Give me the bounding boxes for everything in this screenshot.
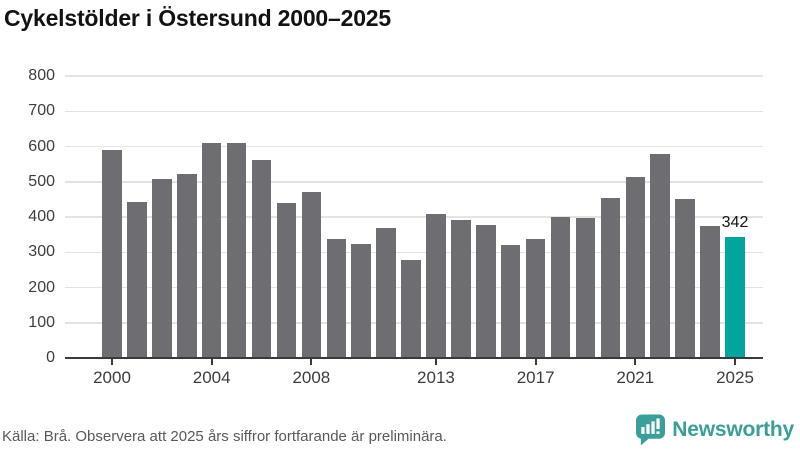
source-note: Källa: Brå. Observera att 2025 års siffr… [2, 428, 447, 445]
bar-2024 [700, 225, 720, 358]
bar-2003 [177, 174, 197, 358]
bar-2000 [102, 150, 122, 358]
x-tick-2013 [434, 359, 437, 365]
bar-2013 [426, 213, 446, 358]
x-axis-label-2008: 2008 [292, 368, 331, 387]
x-axis-label-2004: 2004 [192, 368, 231, 387]
bar-2007 [276, 202, 297, 358]
newsworthy-logo: Newsworthy [636, 414, 794, 446]
bar-2004 [201, 142, 222, 358]
x-tick-2025 [734, 359, 736, 365]
bar-2005 [226, 142, 247, 358]
highlight-value-label: 342 [721, 214, 749, 232]
newsworthy-speech-bubble-bar-chart-icon [636, 414, 666, 446]
chart-title: Cykelstölder i Östersund 2000–2025 [4, 5, 391, 31]
x-axis-label-2000: 2000 [93, 368, 131, 387]
bar-2006 [251, 159, 272, 358]
y-axis-label-0: 0 [46, 349, 55, 366]
bar-2012 [401, 259, 421, 358]
bar-2002 [152, 179, 172, 358]
bar-2008 [301, 192, 322, 358]
y-axis-label-200: 200 [28, 278, 55, 296]
bar-2021 [625, 177, 646, 358]
bar-2001 [127, 201, 147, 358]
x-tick-2021 [634, 359, 637, 365]
x-tick-2000 [111, 359, 113, 365]
x-axis-line [65, 357, 763, 359]
x-tick-2017 [534, 359, 537, 365]
gridline-500 [65, 181, 763, 183]
bar-2025 [725, 237, 745, 358]
x-tick-2008 [310, 359, 313, 365]
bar-2018 [550, 217, 571, 358]
bar-2011 [376, 227, 396, 358]
bar-2017 [525, 238, 546, 358]
y-axis-label-700: 700 [28, 102, 55, 120]
newsworthy-wordmark: Newsworthy [672, 418, 794, 441]
y-axis-label-400: 400 [28, 208, 55, 225]
x-axis-label-2017: 2017 [516, 368, 555, 387]
x-tick-2004 [210, 359, 213, 365]
plot-area [65, 75, 763, 359]
y-axis-label-100: 100 [28, 313, 55, 331]
bar-2016 [500, 244, 521, 358]
bar-2015 [476, 224, 496, 358]
gridline-600 [65, 145, 763, 148]
bar-2014 [451, 219, 471, 358]
bar-2020 [600, 197, 621, 358]
bar-2023 [675, 198, 695, 358]
y-axis-label-600: 600 [28, 137, 55, 155]
gridline-300 [65, 251, 763, 253]
y-axis-label-300: 300 [28, 243, 55, 261]
bar-2009 [326, 239, 347, 358]
bar-2019 [575, 218, 596, 358]
gridline-400 [65, 216, 763, 218]
gridline-700 [65, 110, 763, 112]
bar-2022 [650, 154, 670, 358]
x-axis-label-2025: 2025 [716, 368, 754, 387]
gridline-800 [65, 75, 763, 77]
y-axis-label-800: 800 [28, 67, 55, 84]
x-axis-label-2021: 2021 [616, 368, 655, 387]
bar-2010 [351, 243, 371, 358]
x-axis-label-2013: 2013 [417, 368, 455, 387]
y-axis-label-500: 500 [28, 172, 55, 190]
